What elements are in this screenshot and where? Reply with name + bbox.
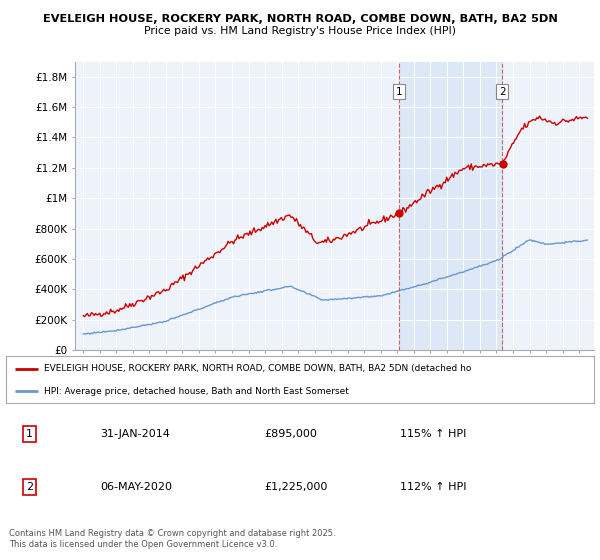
Text: EVELEIGH HOUSE, ROCKERY PARK, NORTH ROAD, COMBE DOWN, BATH, BA2 5DN: EVELEIGH HOUSE, ROCKERY PARK, NORTH ROAD…	[43, 14, 557, 24]
Text: 115% ↑ HPI: 115% ↑ HPI	[400, 429, 466, 439]
Text: Contains HM Land Registry data © Crown copyright and database right 2025.
This d: Contains HM Land Registry data © Crown c…	[9, 529, 335, 549]
Text: 31-JAN-2014: 31-JAN-2014	[100, 429, 170, 439]
Bar	[398, 62, 502, 350]
Text: 06-MAY-2020: 06-MAY-2020	[100, 482, 172, 492]
Text: 2: 2	[499, 87, 506, 97]
Text: HPI: Average price, detached house, Bath and North East Somerset: HPI: Average price, detached house, Bath…	[44, 387, 349, 396]
Text: £1,225,000: £1,225,000	[265, 482, 328, 492]
Text: 2: 2	[26, 482, 33, 492]
Text: £895,000: £895,000	[265, 429, 317, 439]
Text: 1: 1	[395, 87, 402, 97]
Text: 112% ↑ HPI: 112% ↑ HPI	[400, 482, 466, 492]
Text: 1: 1	[26, 429, 33, 439]
Text: Price paid vs. HM Land Registry's House Price Index (HPI): Price paid vs. HM Land Registry's House …	[144, 26, 456, 36]
Text: EVELEIGH HOUSE, ROCKERY PARK, NORTH ROAD, COMBE DOWN, BATH, BA2 5DN (detached ho: EVELEIGH HOUSE, ROCKERY PARK, NORTH ROAD…	[44, 365, 472, 374]
